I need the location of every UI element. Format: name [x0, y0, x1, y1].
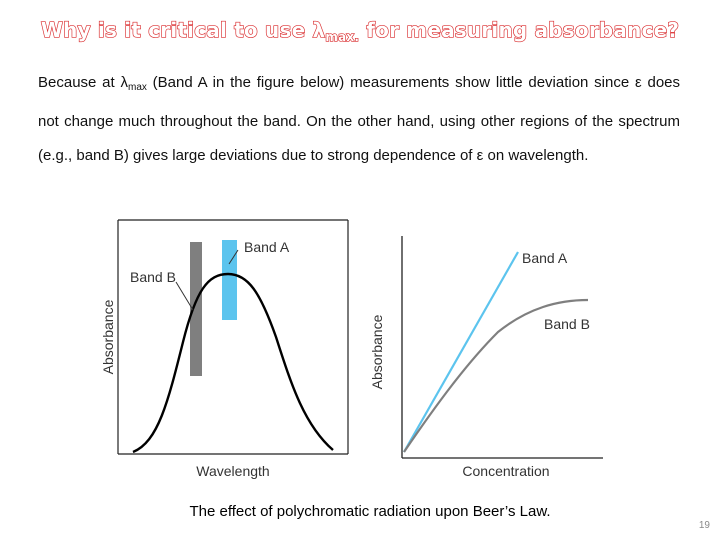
- absorption-curve: [132, 272, 334, 454]
- band-a-bar: [222, 240, 237, 320]
- right-y-axis-label: Absorbance: [369, 314, 385, 389]
- max-subscript: max.: [325, 29, 360, 44]
- right-band-b-label: Band B: [544, 316, 590, 332]
- polychromatic-figure: Band A Band B Wavelength Absorbance Band…: [100, 219, 603, 479]
- lambda-symbol: λ: [120, 74, 128, 91]
- explanation-paragraph: Because at λmax (Band A in the figure be…: [38, 74, 681, 164]
- lambda-symbol: λ: [312, 17, 326, 42]
- band-b-curve: [403, 298, 589, 453]
- page-number: 19: [698, 520, 710, 531]
- band-b-bar: [190, 242, 202, 376]
- left-y-axis-label: Absorbance: [100, 299, 116, 374]
- band-b-pointer: [175, 281, 194, 311]
- right-x-axis-label: Concentration: [462, 463, 549, 479]
- right-panel: Band A Band B Concentration Absorbance: [369, 236, 603, 479]
- band-a-pointer: [228, 249, 239, 265]
- max-subscript: max: [127, 82, 147, 93]
- right-band-a-label: Band A: [522, 250, 568, 266]
- left-panel: Band A Band B Wavelength Absorbance: [100, 219, 349, 479]
- band-a-line: [403, 251, 519, 453]
- left-band-b-label: Band B: [130, 269, 176, 285]
- left-x-axis-label: Wavelength: [196, 463, 269, 479]
- figure-caption: The effect of polychromatic radiation up…: [189, 503, 551, 520]
- left-band-a-label: Band A: [244, 239, 290, 255]
- slide-title: Why is it critical to use λmax. for meas…: [40, 17, 680, 44]
